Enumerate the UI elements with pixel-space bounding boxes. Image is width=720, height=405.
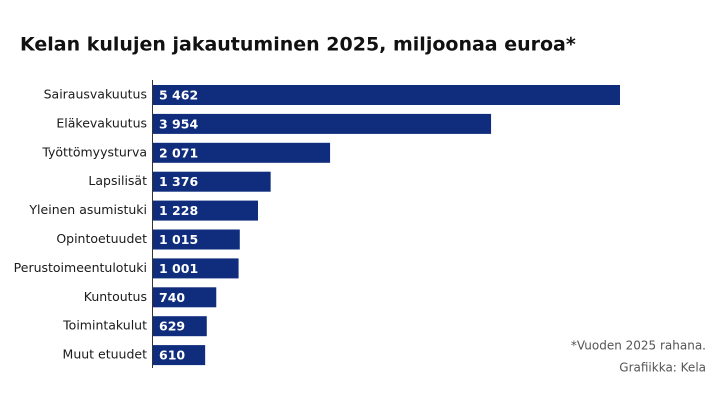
bar [153,345,206,366]
footnote: *Vuoden 2025 rahana. [571,339,706,353]
value-label: 610 [159,348,185,363]
value-label: 3 954 [159,116,198,131]
bar [153,142,331,163]
bar [153,171,271,192]
category-label: Muut etuudet [63,347,148,362]
value-label: 1 228 [159,203,198,218]
category-label: Opintoetuudet [56,231,147,246]
category-label: Työttömyysturva [41,144,147,159]
value-label: 1 001 [159,261,198,276]
category-label: Yleinen asumistuki [28,202,147,217]
value-label: 5 462 [159,88,198,103]
bar [153,258,239,279]
category-label: Perustoimeentulotuki [14,260,147,275]
category-label: Lapsilisät [88,173,147,188]
bar [153,200,258,221]
category-label: Sairausvakuutus [44,87,147,102]
bar [153,85,620,105]
chart-title: Kelan kulujen jakautuminen 2025, miljoon… [20,34,576,56]
source: Grafiikka: Kela [619,361,706,375]
value-label: 1 376 [159,174,198,189]
bar [153,113,492,134]
category-label: Eläkevakuutus [56,115,147,130]
value-label: 2 071 [159,145,198,160]
value-label: 1 015 [159,232,198,247]
value-label: 740 [159,290,185,305]
category-label: Toimintakulut [62,318,147,333]
bar [153,316,207,337]
bar [153,287,217,308]
value-label: 629 [159,319,185,334]
bar [153,229,240,250]
category-label: Kuntoutus [84,289,147,304]
